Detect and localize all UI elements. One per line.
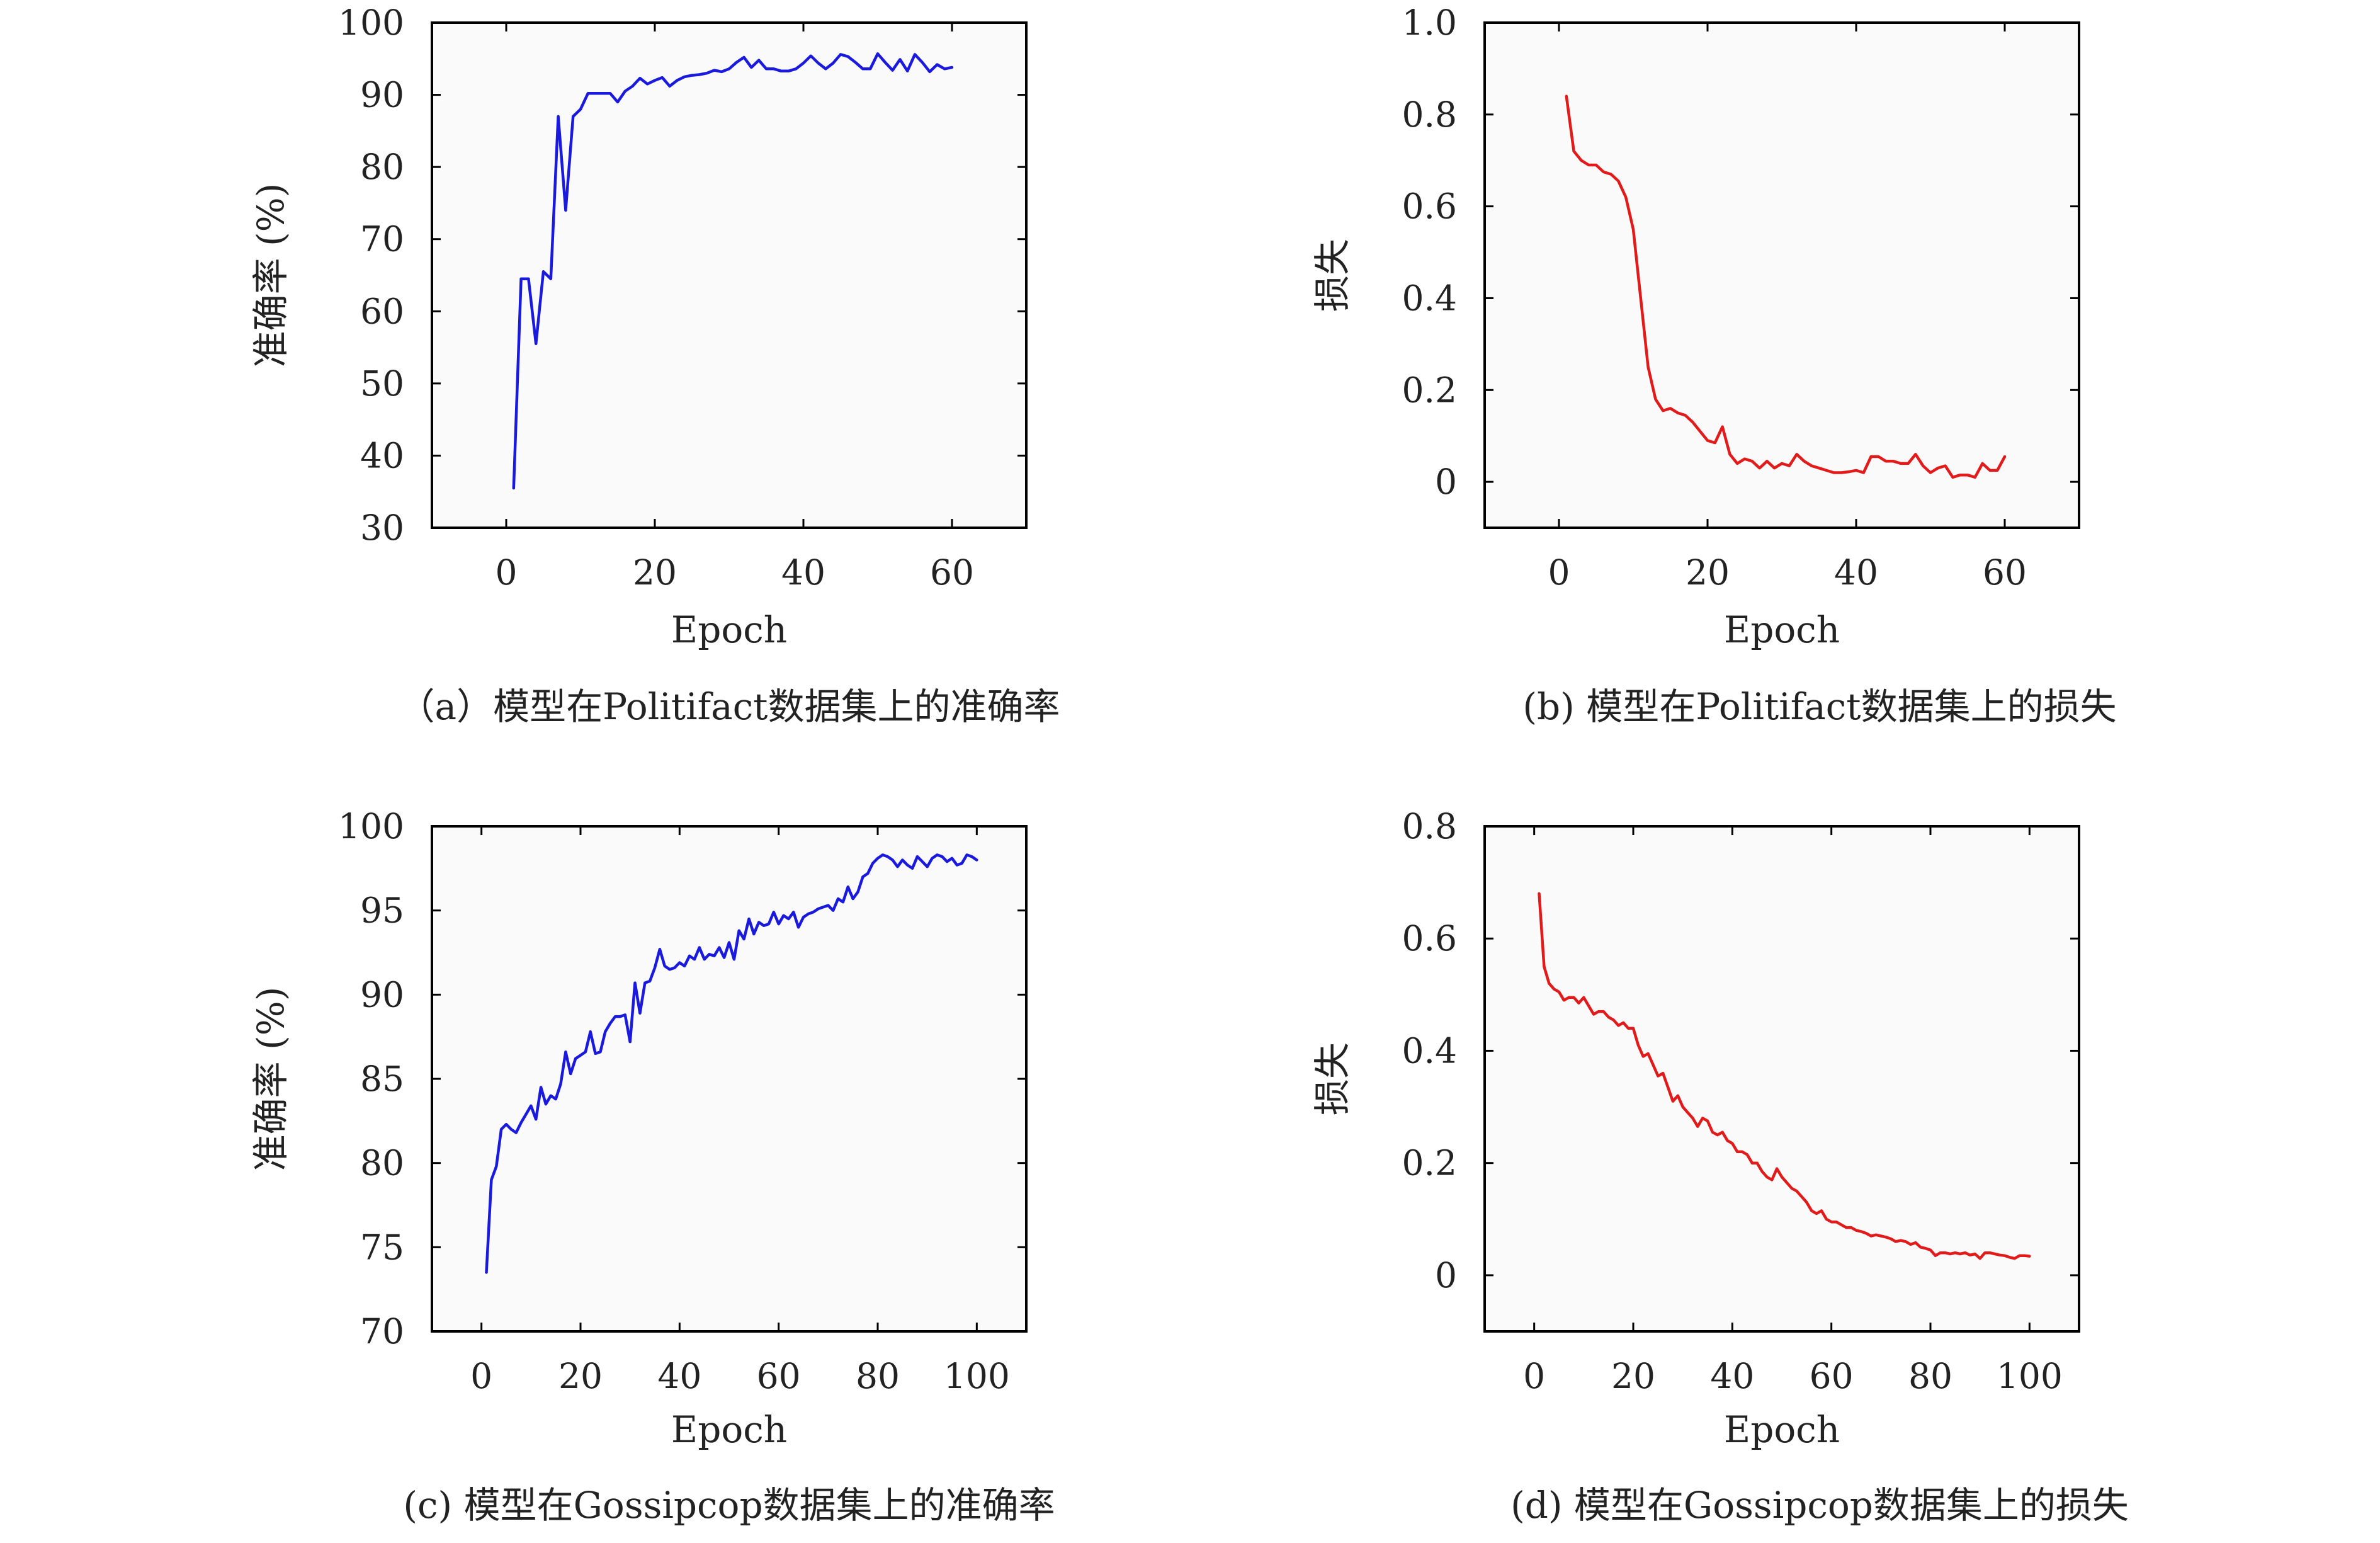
x-tick-label: 100 [1997,1356,2063,1396]
x-tick-label: 40 [781,552,825,593]
x-tick-label: 80 [1908,1356,1952,1396]
chart-panel-4: 0 20 40 60 80 100 0 0.2 0.4 0.6 0.8 Epoch 损失 (d) 模型在G… [1311,806,2129,1527]
y-tick-label: 0.8 [1402,806,1457,846]
y-axis-label: 准确率 (%) [249,987,292,1171]
series-line-1 [1565,94,2007,479]
x-tick-label: 60 [1810,1356,1854,1396]
y-tick-label: 1.0 [1402,3,1457,43]
y-tick-label: 0.6 [1402,918,1457,959]
y-tick-label: 0 [1435,1255,1457,1295]
y-tick-label: 0.2 [1402,1143,1457,1183]
y-axis-label: 损失 [1311,1042,1354,1115]
subfigure-caption: (d) 模型在Gossipcop数据集上的损失 [1510,1484,2129,1527]
y-tick-label: 40 [360,435,404,475]
series-line-1 [485,853,978,1274]
x-tick-label: 100 [944,1356,1010,1396]
y-tick-label: 0.6 [1402,186,1457,227]
x-tick-label: 20 [633,552,677,593]
x-axis-label: Epoch [671,1408,787,1451]
y-axis-label: 损失 [1311,239,1354,312]
y-axis-label: 准确率 (%) [249,183,292,368]
x-tick-label: 0 [1523,1356,1545,1396]
x-tick-label: 20 [1686,552,1730,593]
y-tick-label: 0.8 [1402,94,1457,135]
x-tick-label: 40 [1710,1356,1754,1396]
chart-panel-3: 0 20 40 60 80 100 70 75 80 85 90 95 100 Epoch 准确率 (%) (… [249,806,1055,1527]
x-tick-label: 40 [657,1356,701,1396]
series-line-1 [512,52,954,490]
y-tick-label: 70 [360,219,404,259]
plot-area [431,21,1028,529]
series-line-1 [1538,892,2031,1260]
plot-area [1483,21,2080,529]
x-tick-label: 0 [1548,552,1570,593]
y-tick-label: 50 [360,363,404,404]
subfigure-caption: (b) 模型在Politifact数据集上的损失 [1522,685,2116,728]
x-axis-label: Epoch [1724,1408,1840,1451]
y-tick-label: 30 [360,508,404,548]
plot-area [431,825,1028,1333]
x-tick-label: 60 [757,1356,801,1396]
y-tick-label: 70 [360,1311,404,1352]
y-tick-label: 95 [360,891,404,931]
subfigure-caption: (c) 模型在Gossipcop数据集上的准确率 [403,1484,1055,1527]
subfigure-caption: （a）模型在Politifact数据集上的准确率 [399,685,1060,728]
y-tick-label: 80 [360,147,404,187]
x-tick-label: 60 [930,552,974,593]
x-tick-label: 40 [1834,552,1878,593]
y-tick-label: 0 [1435,462,1457,502]
x-tick-label: 20 [558,1356,603,1396]
x-tick-label: 0 [496,552,518,593]
plot-area [1483,825,2080,1333]
y-tick-label: 0.4 [1402,278,1457,318]
x-tick-label: 80 [856,1356,900,1396]
y-tick-label: 0.4 [1402,1030,1457,1071]
chart-panel-2: 0 20 40 60 0 0.2 0.4 0.6 0.8 1.0 Epoch 损失 (b) 模型在Pol… [1311,3,2117,728]
x-axis-label: Epoch [671,608,787,651]
y-tick-label: 100 [338,806,404,846]
y-tick-label: 80 [360,1143,404,1183]
y-tick-label: 0.2 [1402,370,1457,410]
x-tick-label: 60 [1983,552,2027,593]
x-axis-label: Epoch [1724,608,1840,651]
chart-panel-1: 0 20 40 60 30 40 50 60 70 80 90 100 Epoch 准确率 (%) （a）模… [249,3,1060,728]
x-tick-label: 20 [1611,1356,1655,1396]
y-tick-label: 100 [338,3,404,43]
y-tick-label: 90 [360,974,404,1015]
y-tick-label: 60 [360,291,404,331]
y-tick-label: 85 [360,1059,404,1099]
y-tick-label: 90 [360,75,404,115]
x-tick-label: 0 [470,1356,492,1396]
y-tick-label: 75 [360,1227,404,1267]
